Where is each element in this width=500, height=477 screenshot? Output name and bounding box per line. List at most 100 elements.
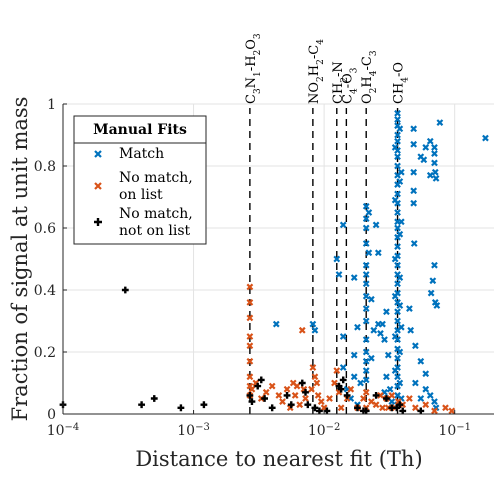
data-point bbox=[365, 209, 373, 216]
data-point bbox=[246, 357, 254, 365]
legend-entry: No match,not on list bbox=[94, 206, 193, 239]
data-point bbox=[293, 382, 301, 390]
data-point bbox=[308, 385, 315, 393]
data-point bbox=[362, 357, 370, 365]
legend-entry: No match,on list bbox=[94, 170, 193, 203]
data-point bbox=[296, 401, 304, 409]
data-point bbox=[394, 261, 401, 269]
data-point bbox=[283, 385, 291, 393]
data-point bbox=[354, 404, 361, 412]
data-point bbox=[367, 295, 375, 303]
data-point bbox=[365, 249, 373, 257]
data-point bbox=[417, 395, 425, 402]
y-tick-label: 0.4 bbox=[34, 283, 56, 299]
data-point bbox=[246, 283, 254, 291]
data-point bbox=[268, 404, 276, 412]
data-point bbox=[121, 286, 129, 294]
data-point bbox=[391, 292, 399, 300]
data-point bbox=[396, 379, 404, 387]
data-point bbox=[362, 292, 370, 300]
data-point bbox=[391, 255, 399, 263]
data-point bbox=[384, 404, 392, 412]
data-point bbox=[391, 367, 399, 374]
x-tick-label: 10−2 bbox=[308, 422, 341, 440]
data-point bbox=[272, 320, 280, 328]
data-point bbox=[383, 373, 390, 381]
data-point bbox=[379, 320, 386, 328]
data-point bbox=[246, 333, 254, 340]
data-point bbox=[391, 333, 399, 340]
data-point bbox=[391, 196, 399, 204]
y-tick-label: 1 bbox=[47, 97, 56, 113]
data-point bbox=[246, 314, 254, 322]
data-point bbox=[302, 395, 309, 402]
data-point bbox=[394, 162, 401, 170]
data-point bbox=[394, 109, 401, 117]
data-point bbox=[372, 392, 380, 399]
data-point bbox=[410, 240, 418, 247]
data-point bbox=[362, 317, 370, 325]
data-point bbox=[298, 326, 306, 334]
annotation-label: CH2-N bbox=[331, 61, 350, 104]
data-point bbox=[394, 131, 401, 139]
data-point bbox=[431, 398, 438, 405]
data-point bbox=[374, 249, 382, 257]
data-point bbox=[362, 336, 370, 343]
data-point bbox=[246, 299, 254, 306]
data-points bbox=[59, 109, 489, 415]
data-point bbox=[350, 274, 358, 281]
data-point bbox=[406, 395, 413, 402]
data-point bbox=[268, 382, 276, 390]
data-point bbox=[309, 320, 317, 328]
y-tick-label: 0 bbox=[47, 407, 56, 423]
data-point bbox=[367, 354, 375, 362]
data-point bbox=[422, 401, 430, 409]
annotation-label: NO2H2-C4 bbox=[307, 39, 326, 104]
data-point bbox=[394, 137, 401, 145]
data-point bbox=[335, 271, 343, 278]
legend-title: Manual Fits bbox=[93, 122, 187, 138]
data-point bbox=[383, 308, 390, 316]
legend-entry: Match bbox=[94, 146, 164, 162]
data-point bbox=[362, 376, 370, 384]
data-point bbox=[417, 357, 425, 365]
data-point bbox=[333, 255, 341, 263]
annotation-label: C3N1-H2O3 bbox=[244, 33, 263, 104]
data-point bbox=[309, 364, 317, 371]
data-point bbox=[394, 243, 401, 250]
data-point bbox=[317, 398, 325, 405]
data-point bbox=[412, 404, 419, 412]
data-point bbox=[362, 280, 370, 288]
data-point bbox=[357, 379, 364, 387]
data-point bbox=[383, 395, 390, 402]
data-point bbox=[420, 156, 428, 164]
data-point bbox=[410, 140, 418, 148]
data-point bbox=[410, 125, 418, 133]
data-point bbox=[394, 190, 401, 198]
data-point bbox=[311, 326, 319, 334]
data-point bbox=[410, 199, 418, 207]
data-point bbox=[362, 348, 370, 356]
data-point bbox=[298, 379, 306, 387]
data-point bbox=[394, 373, 401, 381]
legend-label: not on list bbox=[119, 223, 191, 239]
data-point bbox=[377, 392, 384, 399]
data-point bbox=[350, 351, 358, 359]
data-point bbox=[362, 271, 370, 278]
data-point bbox=[339, 333, 347, 340]
data-point bbox=[362, 305, 370, 312]
data-point bbox=[362, 367, 370, 374]
data-point bbox=[394, 153, 401, 161]
data-point bbox=[433, 302, 441, 309]
legend-label: No match, bbox=[119, 206, 193, 222]
data-point bbox=[287, 401, 295, 409]
data-point bbox=[362, 261, 370, 269]
data-point bbox=[367, 398, 375, 405]
data-point bbox=[394, 209, 401, 216]
legend-label: No match, bbox=[119, 170, 193, 186]
data-point bbox=[246, 342, 254, 350]
data-point bbox=[275, 392, 283, 399]
data-point bbox=[417, 407, 425, 415]
data-point bbox=[431, 261, 438, 269]
